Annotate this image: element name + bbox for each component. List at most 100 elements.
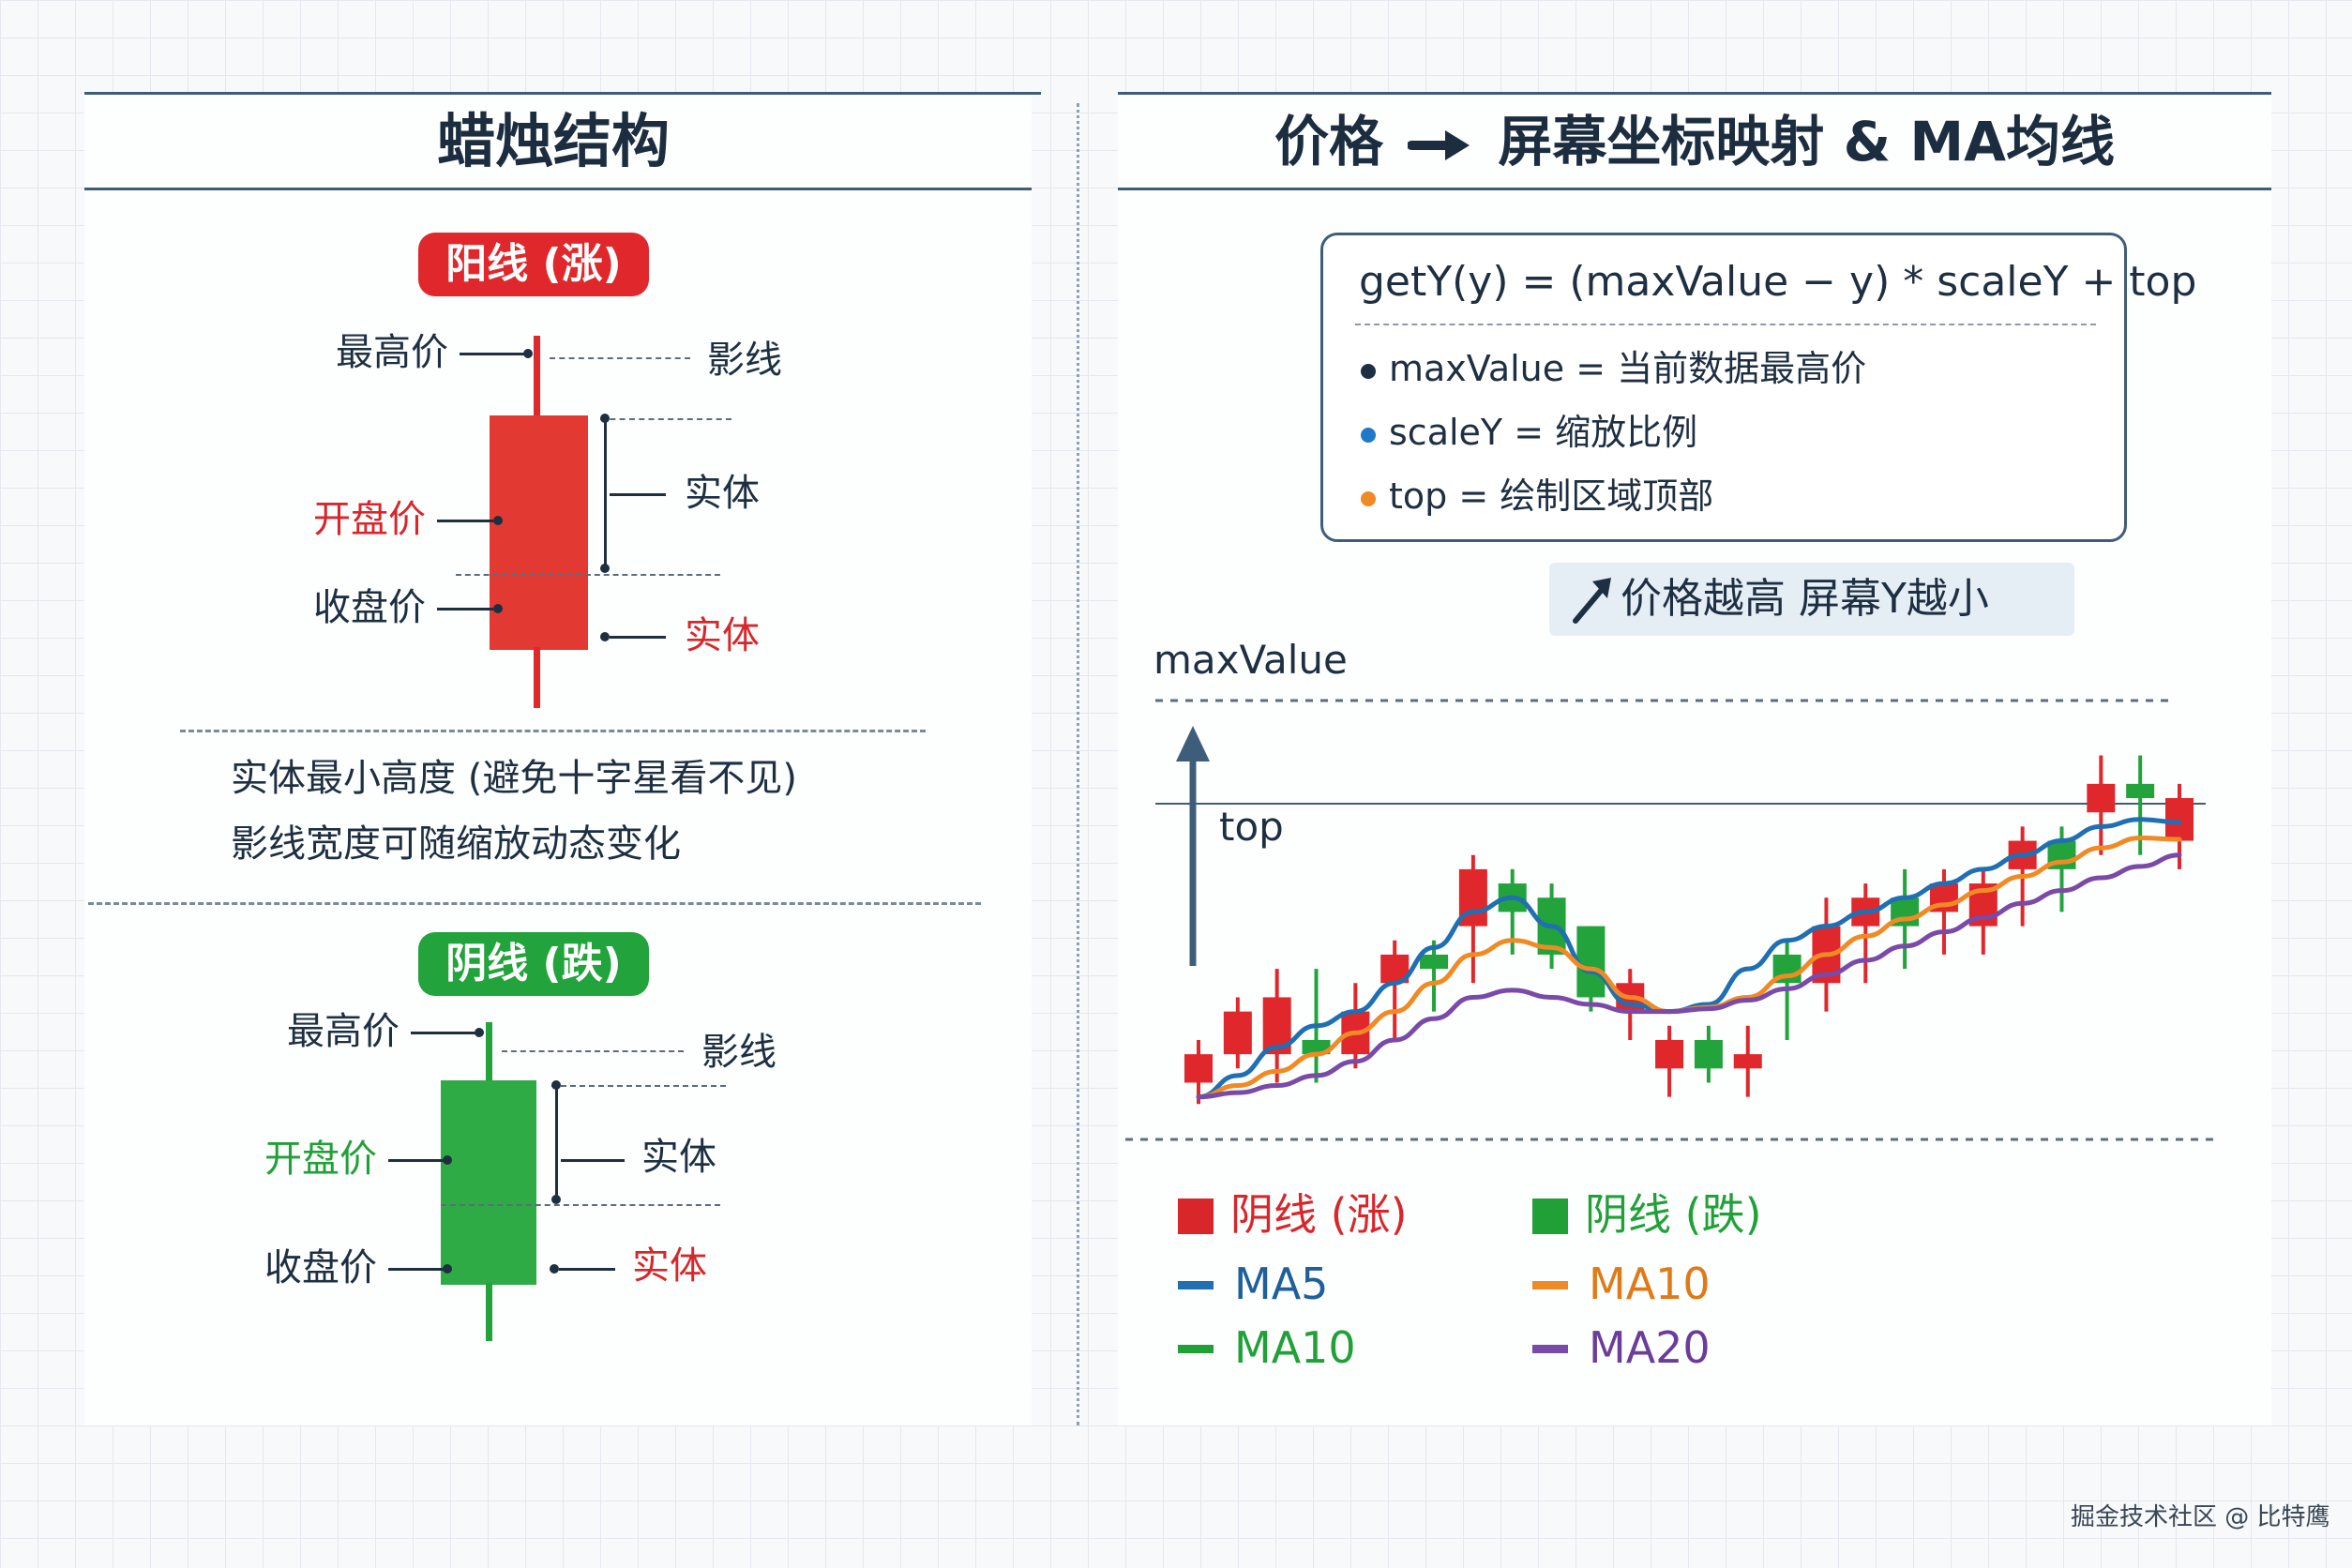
bear-shadow-guide [502, 1050, 684, 1052]
bear-open-dot [443, 1155, 452, 1165]
bull-lower-shadow [534, 647, 540, 708]
bull-high-label: 最高价 [336, 331, 448, 374]
bear-candle-body [441, 1080, 536, 1285]
candle-body [2087, 783, 2116, 813]
legend-label-up: 阴线 (涨) [1230, 1189, 1408, 1240]
bear-close-leader [388, 1268, 445, 1271]
right-title-rule-bottom [1118, 188, 2271, 190]
bear-shadow-label: 影线 [701, 1031, 776, 1074]
bull-close-label: 收盘价 [313, 586, 426, 629]
bull-body-bracket [604, 418, 607, 568]
panel-divider [1077, 103, 1079, 1425]
legend-label-ma20: MA20 [1589, 1322, 1711, 1373]
legend-label-ma10-orange: MA10 [1589, 1259, 1711, 1309]
bull-body-leader [610, 493, 666, 496]
bear-high-leader [411, 1032, 476, 1034]
bear-bracket-dot-bottom [551, 1195, 561, 1204]
bull-body-top-guide [600, 418, 731, 420]
legend-swatch-ma10-green [1178, 1345, 1214, 1353]
left-notes-rule-top [180, 730, 926, 732]
bull-open-leader [437, 520, 493, 522]
candle-body [1694, 1039, 1723, 1069]
bull-body2-leader [610, 636, 666, 639]
bull-high-dot [523, 349, 533, 358]
bear-close-label: 收盘价 [264, 1246, 377, 1289]
candle-body [1733, 1054, 1762, 1069]
legend-swatch-up [1178, 1199, 1214, 1234]
formula-box: getY(y) = (maxValue − y) * scaleY + top … [1320, 233, 2196, 542]
bull-close-leader [437, 608, 493, 611]
candle-body [1420, 954, 1449, 970]
bull-body2-dot [600, 632, 610, 641]
legend-swatch-ma10-orange [1532, 1281, 1568, 1289]
bear-body2-dot [550, 1264, 559, 1274]
left-title-rule-bottom [84, 188, 1032, 190]
bear-open-leader [388, 1159, 445, 1162]
bear-body2-label: 实体 [632, 1244, 707, 1288]
candle-body [1223, 1011, 1252, 1055]
maxvalue-label: maxValue [1153, 637, 1348, 683]
candle-body [1576, 926, 1606, 998]
note-min-body-height: 实体最小高度 (避免十字星看不见) [231, 757, 797, 800]
bear-upper-shadow [486, 1022, 492, 1082]
ma-line-ma20 [1196, 852, 2182, 1100]
formula-divider [1355, 324, 2096, 325]
arrow-up-right-icon [1573, 578, 1611, 624]
bull-open-label: 开盘价 [313, 498, 426, 541]
bear-badge: 阴线 (跌) [418, 932, 649, 996]
legend-label-ma10-green: MA10 [1234, 1322, 1356, 1373]
bear-body-leader [561, 1159, 625, 1162]
formula-bullet-2: scaleY = 缩放比例 [1361, 408, 1697, 457]
left-notes-rule-bottom [88, 902, 981, 905]
arrow-right-icon [1407, 129, 1470, 160]
bear-open-label: 开盘价 [264, 1138, 377, 1181]
bull-upper-shadow [534, 336, 540, 418]
bull-bracket-dot-bottom [600, 564, 610, 573]
left-title-rule-top [84, 92, 1041, 95]
y-axis-arrow-head-icon [1176, 726, 1210, 761]
legend-swatch-ma5 [1178, 1281, 1214, 1289]
right-panel-title: 价格 屏幕坐标映射 & MA均线 [1118, 109, 2271, 174]
legend-swatch-down [1532, 1199, 1568, 1234]
right-title-rule-top [1118, 92, 2271, 95]
bear-high-dot [475, 1028, 484, 1037]
bull-body2-label: 实体 [685, 614, 760, 657]
price-note-text: 价格越高 屏幕Y越小 [1621, 575, 1989, 623]
ma-line-ma10 [1196, 836, 2182, 1100]
bear-body-label: 实体 [641, 1136, 716, 1179]
bull-close-guide [456, 574, 720, 576]
candle-body [2126, 783, 2155, 799]
bull-close-dot [493, 604, 503, 613]
top-label: top [1219, 804, 1284, 850]
bull-body-label: 实体 [685, 472, 760, 515]
bull-badge: 阳线 (涨) [418, 233, 649, 296]
bear-body2-leader [559, 1268, 615, 1271]
left-panel-title: 蜡烛结构 [436, 107, 670, 175]
bear-close-dot [443, 1264, 452, 1274]
bull-shadow-guide [550, 357, 690, 359]
bullet-dot [1361, 490, 1376, 506]
bullet-dot [1361, 363, 1376, 379]
title-price: 价格 [1274, 110, 1384, 173]
bull-candle-body [490, 415, 588, 650]
legend-label-down: 阴线 (跌) [1585, 1189, 1762, 1240]
bear-high-label: 最高价 [287, 1010, 400, 1053]
bear-body-top-guide [551, 1085, 726, 1087]
legend-swatch-ma20 [1532, 1345, 1568, 1353]
candle-body [1184, 1054, 1213, 1083]
bear-body-bracket [555, 1085, 558, 1199]
bullet-dot [1361, 427, 1376, 443]
price-note-chip: 价格越高 屏幕Y越小 [1549, 563, 2074, 636]
legend-label-ma5: MA5 [1234, 1259, 1329, 1309]
price-chart [1125, 699, 2213, 1141]
bull-high-leader [460, 353, 525, 355]
title-mapping: 屏幕坐标映射 & MA均线 [1498, 110, 2115, 173]
bullet-top-text: top = 绘制区域顶部 [1389, 475, 1714, 517]
note-shadow-width: 影线宽度可随缩放动态变化 [231, 822, 681, 866]
candle-body [2165, 798, 2194, 841]
bear-close-guide [441, 1204, 720, 1206]
bull-bracket-dot-top [600, 414, 610, 423]
bullet-scaley-text: scaleY = 缩放比例 [1389, 412, 1698, 453]
watermark: 掘金技术社区 @ 比特鹰 [2071, 1503, 2330, 1531]
formula-bullet-1: maxValue = 当前数据最高价 [1361, 344, 1866, 393]
